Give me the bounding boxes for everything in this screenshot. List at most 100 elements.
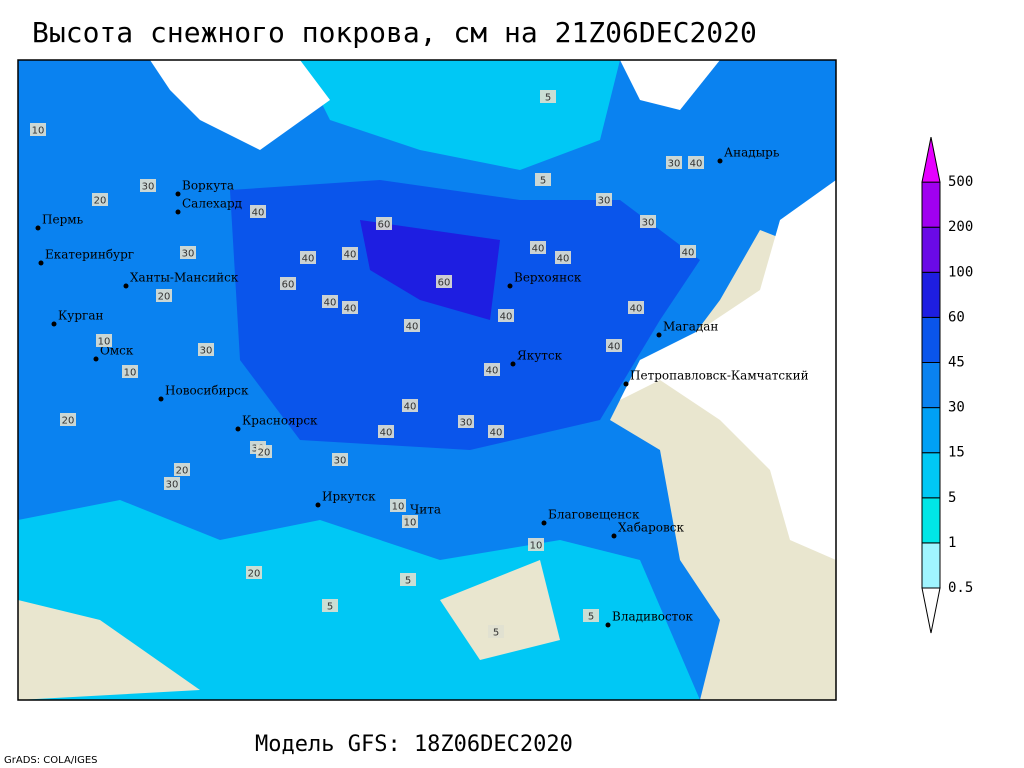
contour-label: 5 xyxy=(405,576,411,587)
contour-label-bg xyxy=(606,339,622,352)
contour-label-bg xyxy=(583,609,599,622)
colorbar-label: 5 xyxy=(948,490,956,506)
contour-label: 30 xyxy=(166,480,179,491)
city-dot xyxy=(158,396,164,402)
city-label: Хабаровск xyxy=(618,521,684,535)
contour-label: 20 xyxy=(176,466,189,477)
city-dot xyxy=(611,533,617,539)
colorbar-segment xyxy=(921,497,941,544)
colorbar-cap-low xyxy=(921,587,941,634)
colorbar-segment xyxy=(921,226,941,273)
colorbar-label: 30 xyxy=(948,400,965,416)
contour-label-bg xyxy=(378,425,394,438)
contour-label: 60 xyxy=(282,280,295,291)
city-label: Пермь xyxy=(42,213,84,227)
contour-label-bg xyxy=(30,123,46,136)
contour-label: 30 xyxy=(642,218,655,229)
contour-label: 40 xyxy=(302,254,315,265)
contour-label-bg xyxy=(164,477,180,490)
contour-label-bg xyxy=(390,499,406,512)
contour-label-bg xyxy=(198,343,214,356)
contour-label-bg xyxy=(436,275,452,288)
city-dot xyxy=(93,356,99,362)
contour-label: 20 xyxy=(158,292,171,303)
colorbar-label: 200 xyxy=(948,219,973,235)
contour-label-bg xyxy=(400,573,416,586)
contour-label: 40 xyxy=(404,402,417,413)
contour-label: 10 xyxy=(98,337,111,348)
city-label: Новосибирск xyxy=(165,384,249,398)
contour-label: 30 xyxy=(668,159,681,170)
colorbar-segment xyxy=(921,362,941,409)
contour-label-bg xyxy=(640,215,656,228)
map-frame xyxy=(17,59,837,701)
city-label: Курган xyxy=(58,309,103,323)
contour-label-bg xyxy=(540,90,556,103)
contour-label-bg xyxy=(174,463,190,476)
contour-label: 5 xyxy=(545,93,551,104)
contour-label: 40 xyxy=(344,250,357,261)
contour-label: 30 xyxy=(182,249,195,260)
contour-label-bg xyxy=(60,413,76,426)
city-dot xyxy=(541,520,547,526)
contour-label: 40 xyxy=(690,159,703,170)
contour-label: 40 xyxy=(630,304,643,315)
contour-label-bg xyxy=(122,365,138,378)
colorbar-label: 15 xyxy=(948,445,965,461)
credit: GrADS: COLA/IGES xyxy=(4,755,98,766)
colorbar-segment xyxy=(921,452,941,499)
contour-label-bg xyxy=(484,363,500,376)
contour-label: 30 xyxy=(598,196,611,207)
city-dot xyxy=(717,158,723,164)
contour-label-bg xyxy=(180,246,196,259)
sea-ice xyxy=(300,60,620,170)
contour-label-bg xyxy=(140,179,156,192)
contour-label: 20 xyxy=(94,196,107,207)
city-label: Ханты-Мансийск xyxy=(130,271,239,285)
contour-label-bg xyxy=(680,245,696,258)
contour-label-bg xyxy=(528,538,544,551)
contour-label-bg xyxy=(96,334,112,347)
colorbar-segment xyxy=(921,316,941,363)
city-dot xyxy=(175,209,181,215)
contour-label: 30 xyxy=(334,456,347,467)
contour-label-layer: 10 30 20 30 40 40 40 60 40 60 40 40 40 30 40 60 40 40 40 40… xyxy=(30,90,704,639)
city-label: Петропавловск-Камчатский xyxy=(630,369,809,383)
contour-label-bg xyxy=(688,156,704,169)
contour-label: 30 xyxy=(200,346,213,357)
contour-label-bg xyxy=(666,156,682,169)
contour-label: 5 xyxy=(588,612,594,623)
subtitle: Модель GFS: 18Z06DEC2020 xyxy=(255,732,573,757)
contour-label-bg xyxy=(402,515,418,528)
contour-label-bg xyxy=(628,301,644,314)
colorbar-label: 500 xyxy=(948,174,973,190)
city-dot xyxy=(656,332,662,338)
contour-label: 10 xyxy=(32,126,45,137)
bare-land xyxy=(18,560,560,700)
contour-label: 40 xyxy=(324,298,337,309)
city-dot xyxy=(38,260,44,266)
colorbar-label: 45 xyxy=(948,355,965,371)
city-label: Благовещенск xyxy=(548,508,640,522)
title: Высота снежного покрова, см на 21Z06DEC2… xyxy=(32,16,757,49)
contour-label: 60 xyxy=(438,278,451,289)
contour-label-bg xyxy=(498,309,514,322)
city-label: Верхоянск xyxy=(514,271,582,285)
barents-sea xyxy=(150,60,330,150)
contour-label: 40 xyxy=(557,254,570,265)
contour-label-bg xyxy=(342,301,358,314)
contour-label: 40 xyxy=(500,312,513,323)
contour-label: 10 xyxy=(392,502,405,513)
contour-label: 40 xyxy=(490,428,503,439)
contour-label: 40 xyxy=(532,244,545,255)
contour-label: 10 xyxy=(124,368,137,379)
contour-label: 60 xyxy=(378,220,391,231)
contour-label-bg xyxy=(246,566,262,579)
city-dot xyxy=(123,283,129,289)
city-label: Салехард xyxy=(182,197,242,211)
city-label: Воркута xyxy=(182,179,234,193)
contour-label: 40 xyxy=(406,322,419,333)
east-siberian-sea xyxy=(620,60,720,110)
